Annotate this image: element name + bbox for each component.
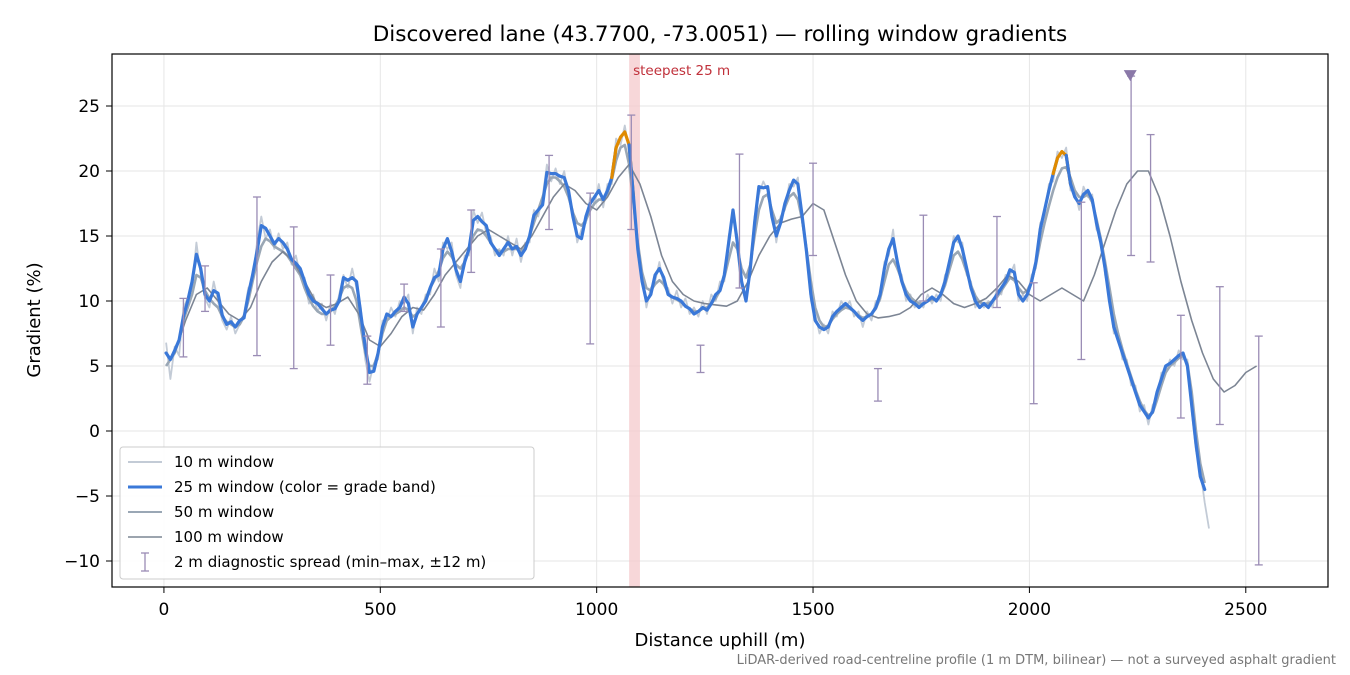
legend-label-w50: 50 m window bbox=[174, 503, 274, 521]
x-tick-label: 2500 bbox=[1224, 600, 1267, 620]
y-tick-label: 15 bbox=[78, 227, 100, 247]
error-bar bbox=[400, 283, 409, 313]
legend-box bbox=[119, 446, 535, 580]
peak-marker bbox=[1123, 70, 1137, 82]
legend-label-w25: 25 m window (color = grade band) bbox=[174, 478, 436, 496]
error-bar bbox=[1029, 282, 1038, 405]
y-tick-label: 10 bbox=[78, 292, 100, 312]
x-tick-label: 0 bbox=[159, 600, 170, 620]
error-bar bbox=[467, 209, 476, 274]
y-tick-label: 25 bbox=[78, 97, 100, 117]
error-bar bbox=[873, 367, 882, 402]
error-bar bbox=[809, 162, 818, 257]
plot-frame bbox=[111, 53, 1329, 588]
error-bar bbox=[436, 248, 445, 328]
error-bar bbox=[992, 215, 1001, 309]
error-bar bbox=[735, 153, 744, 289]
series-25m-segment bbox=[1064, 153, 1207, 492]
error-bar bbox=[919, 214, 928, 302]
steepest-band bbox=[629, 54, 640, 587]
error-bar bbox=[1215, 286, 1224, 426]
error-bars bbox=[179, 75, 1263, 566]
error-bar bbox=[201, 265, 210, 313]
chart-title: Discovered lane (43.7700, -73.0051) — ro… bbox=[373, 22, 1067, 47]
error-bar bbox=[252, 196, 261, 357]
error-bar bbox=[696, 344, 705, 374]
legend-label-w100: 100 m window bbox=[174, 528, 284, 546]
error-bar bbox=[1077, 201, 1086, 361]
error-bar bbox=[289, 226, 298, 370]
error-bar bbox=[179, 297, 188, 358]
y-tick-label: 5 bbox=[89, 357, 100, 377]
error-bar bbox=[586, 192, 595, 345]
y-tick-label: −10 bbox=[64, 552, 100, 572]
y-tick-label: 0 bbox=[89, 422, 100, 442]
x-tick-label: 1500 bbox=[791, 600, 834, 620]
series-100m-line bbox=[173, 163, 1258, 393]
footnote: LiDAR-derived road-centreline profile (1… bbox=[737, 653, 1336, 668]
steepest-segment-band bbox=[629, 54, 640, 587]
x-axis-label: Distance uphill (m) bbox=[635, 630, 806, 651]
series-25m-segment bbox=[627, 143, 1060, 332]
series-25m-segment bbox=[164, 146, 618, 375]
x-axis-ticks: 0 500 1000 1500 2000 2500 bbox=[159, 587, 1267, 620]
legend-label-w10: 10 m window bbox=[174, 453, 274, 471]
legend-label-errorbar: 2 m diagnostic spread (min–max, ±12 m) bbox=[174, 553, 486, 571]
error-bar bbox=[326, 274, 335, 346]
x-tick-label: 1000 bbox=[575, 600, 618, 620]
error-bar bbox=[363, 335, 372, 385]
x-tick-label: 2000 bbox=[1008, 600, 1051, 620]
legend: 10 m window 25 m window (color = grade b… bbox=[119, 446, 535, 580]
error-bar bbox=[1254, 335, 1263, 566]
error-bar bbox=[1176, 314, 1185, 419]
error-bar bbox=[627, 114, 636, 231]
y-tick-label: −5 bbox=[75, 487, 100, 507]
series-lines bbox=[164, 124, 1258, 529]
steepest-label: steepest 25 m bbox=[633, 63, 730, 79]
legend-swatch-errorbar bbox=[141, 552, 149, 572]
error-bar bbox=[545, 154, 554, 231]
y-tick-label: 20 bbox=[78, 162, 100, 182]
y-axis-ticks: −10 −5 0 5 10 15 20 25 bbox=[64, 97, 112, 572]
annotations: steepest 25 m bbox=[633, 63, 1137, 82]
error-bar bbox=[1146, 133, 1155, 263]
x-tick-label: 500 bbox=[364, 600, 396, 620]
y-axis-label: Gradient (%) bbox=[24, 262, 45, 377]
